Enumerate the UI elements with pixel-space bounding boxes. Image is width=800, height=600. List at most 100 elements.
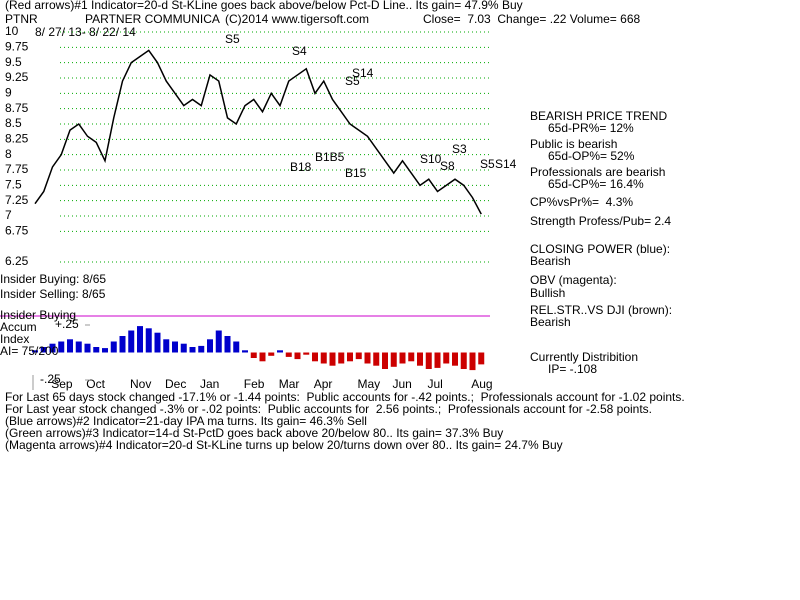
- panel-label: Index: [0, 332, 29, 346]
- y-tick-label: 6.25: [5, 254, 29, 268]
- side-note: CP%vsPr%= 4.3%: [530, 195, 633, 209]
- copyright: (C)2014 www.tigersoft.com: [225, 12, 369, 26]
- accum-bar: [145, 328, 152, 353]
- accum-bar: [390, 352, 397, 367]
- accum-bar: [469, 352, 476, 371]
- y-tick-label: 6.75: [5, 224, 29, 238]
- accum-bar: [49, 343, 56, 353]
- price-line: [34, 49, 482, 215]
- accum-bar: [460, 352, 467, 369]
- y-tick-label: 7.75: [5, 162, 29, 176]
- accum-bar: [277, 350, 283, 353]
- x-tick-label: May: [358, 377, 381, 391]
- x-tick-label: Aug: [471, 377, 492, 391]
- x-tick-label: Feb: [244, 377, 265, 391]
- date-range: 8/ 27/ 13- 8/ 22/ 14: [35, 25, 136, 39]
- panel-label: Insider Selling: 8/65: [0, 287, 106, 301]
- annotation: B18: [290, 160, 312, 174]
- side-note: Public is bearish: [530, 137, 617, 151]
- accum-bar: [408, 352, 415, 362]
- accum-bar: [294, 352, 301, 360]
- accum-bar: [364, 352, 371, 364]
- accum-bar: [478, 352, 485, 365]
- side-note: Bearish: [530, 254, 571, 268]
- accum-bar: [347, 352, 353, 362]
- accum-bar: [189, 347, 196, 353]
- accum-bar: [303, 352, 310, 355]
- accum-tick-label: +.25: [55, 317, 79, 331]
- side-note: 65d-CP%= 16.4%: [548, 177, 644, 191]
- accum-bar: [434, 352, 441, 368]
- side-note: CLOSING POWER (blue):: [530, 242, 670, 256]
- accum-bar: [198, 345, 205, 353]
- accum-bar: [355, 352, 362, 360]
- x-tick-label: Nov: [130, 377, 151, 391]
- accum-bar: [137, 326, 143, 353]
- accum-bar: [32, 350, 38, 353]
- accum-bar: [425, 352, 432, 369]
- accum-bar: [207, 339, 213, 353]
- side-note: OBV (magenta):: [530, 273, 617, 287]
- accum-bar: [382, 352, 388, 369]
- quote: Close= 7.03 Change= .22 Volume= 668: [423, 12, 640, 26]
- accum-bar: [320, 352, 327, 364]
- y-tick-label: 8: [5, 147, 12, 161]
- chart-title: PARTNER COMMUNICA: [85, 12, 220, 26]
- footer-line: For Last year stock changed -.3% or -.02…: [5, 402, 652, 416]
- annotation: S14: [495, 157, 517, 171]
- panel-label: Insider Buying: 8/65: [0, 272, 106, 286]
- accum-bar: [285, 352, 292, 357]
- annotation: S14: [352, 66, 374, 80]
- accum-bar: [312, 352, 318, 362]
- accum-bar: [417, 352, 423, 366]
- accum-bar: [242, 350, 248, 353]
- y-tick-label: 10: [5, 24, 19, 38]
- side-note: 65d-PR%= 12%: [548, 121, 634, 135]
- annotation: S5: [480, 157, 495, 171]
- panel-label: AI= 75/200: [0, 344, 59, 358]
- accum-bar: [75, 341, 82, 353]
- accum-bar: [338, 352, 345, 364]
- y-tick-label: 7: [5, 208, 12, 222]
- annotation: S5: [225, 32, 240, 46]
- annotation: B15: [345, 166, 367, 180]
- accum-bar: [67, 339, 73, 353]
- side-note: REL.STR..VS DJI (brown):: [530, 303, 672, 317]
- accum-bar: [119, 336, 126, 353]
- x-tick-label: Dec: [165, 377, 186, 391]
- x-tick-label: Oct: [86, 377, 105, 391]
- accum-bar: [172, 341, 178, 353]
- x-tick-label: Jul: [428, 377, 443, 391]
- accum-bar: [443, 352, 450, 364]
- side-note: 65d-OP%= 52%: [548, 149, 635, 163]
- accum-bar: [233, 341, 240, 353]
- accum-bar: [128, 330, 135, 353]
- side-note: IP= -.108: [548, 362, 597, 376]
- y-tick-label: 7.5: [5, 178, 22, 192]
- accum-bar: [224, 336, 231, 353]
- y-tick-label: 9.5: [5, 55, 22, 69]
- y-tick-label: 9.75: [5, 40, 29, 54]
- accum-bar: [452, 352, 458, 366]
- y-tick-label: 9: [5, 86, 12, 100]
- accum-bar: [399, 352, 406, 364]
- accum-bar: [102, 348, 108, 353]
- footer-line: (Blue arrows)#2 Indicator=21-day IPA ma …: [5, 414, 367, 428]
- y-tick-label: 7.25: [5, 193, 29, 207]
- accum-bar: [154, 332, 161, 353]
- accum-bar: [268, 352, 275, 356]
- side-note: BEARISH PRICE TREND: [530, 109, 667, 123]
- x-tick-label: Jun: [393, 377, 412, 391]
- annotation: S8: [440, 159, 455, 173]
- footer-line: (Magenta arrows)#4 Indicator=20-d St-KLi…: [5, 438, 563, 452]
- ticker: PTNR: [5, 12, 38, 26]
- side-note: Bearish: [530, 315, 571, 329]
- y-tick-label: 8.25: [5, 132, 29, 146]
- accum-bar: [110, 341, 117, 353]
- accum-bar: [163, 339, 170, 353]
- footer-line: (Green arrows)#3 Indicator=14-d St-PctD …: [5, 426, 503, 440]
- accum-bar: [259, 352, 266, 362]
- annotation: S3: [452, 142, 467, 156]
- y-tick-label: 9.25: [5, 70, 29, 84]
